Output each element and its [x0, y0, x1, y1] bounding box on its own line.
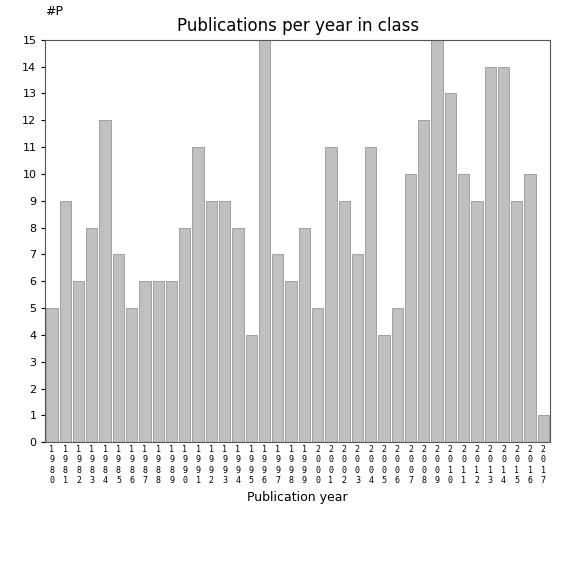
Bar [352, 255, 363, 442]
Bar [272, 255, 284, 442]
Bar [498, 66, 509, 442]
Bar [511, 201, 522, 442]
Bar [338, 201, 350, 442]
Bar [458, 174, 469, 442]
Text: #P: #P [45, 5, 64, 18]
Bar [126, 308, 137, 442]
Bar [139, 281, 151, 442]
Bar [285, 281, 297, 442]
Bar [60, 201, 71, 442]
Bar [113, 255, 124, 442]
Bar [405, 174, 416, 442]
Bar [259, 40, 270, 442]
Bar [431, 40, 443, 442]
Bar [325, 147, 337, 442]
X-axis label: Publication year: Publication year [247, 491, 348, 504]
Bar [192, 147, 204, 442]
Bar [153, 281, 164, 442]
Bar [524, 174, 536, 442]
Bar [538, 416, 549, 442]
Bar [445, 94, 456, 442]
Bar [312, 308, 323, 442]
Bar [179, 227, 191, 442]
Bar [418, 120, 429, 442]
Bar [219, 201, 230, 442]
Title: Publications per year in class: Publications per year in class [176, 18, 419, 35]
Bar [392, 308, 403, 442]
Bar [232, 227, 244, 442]
Bar [86, 227, 98, 442]
Bar [73, 281, 84, 442]
Bar [46, 308, 58, 442]
Bar [299, 227, 310, 442]
Bar [365, 147, 376, 442]
Bar [378, 335, 390, 442]
Bar [485, 66, 496, 442]
Bar [246, 335, 257, 442]
Bar [99, 120, 111, 442]
Bar [206, 201, 217, 442]
Bar [166, 281, 177, 442]
Bar [471, 201, 483, 442]
